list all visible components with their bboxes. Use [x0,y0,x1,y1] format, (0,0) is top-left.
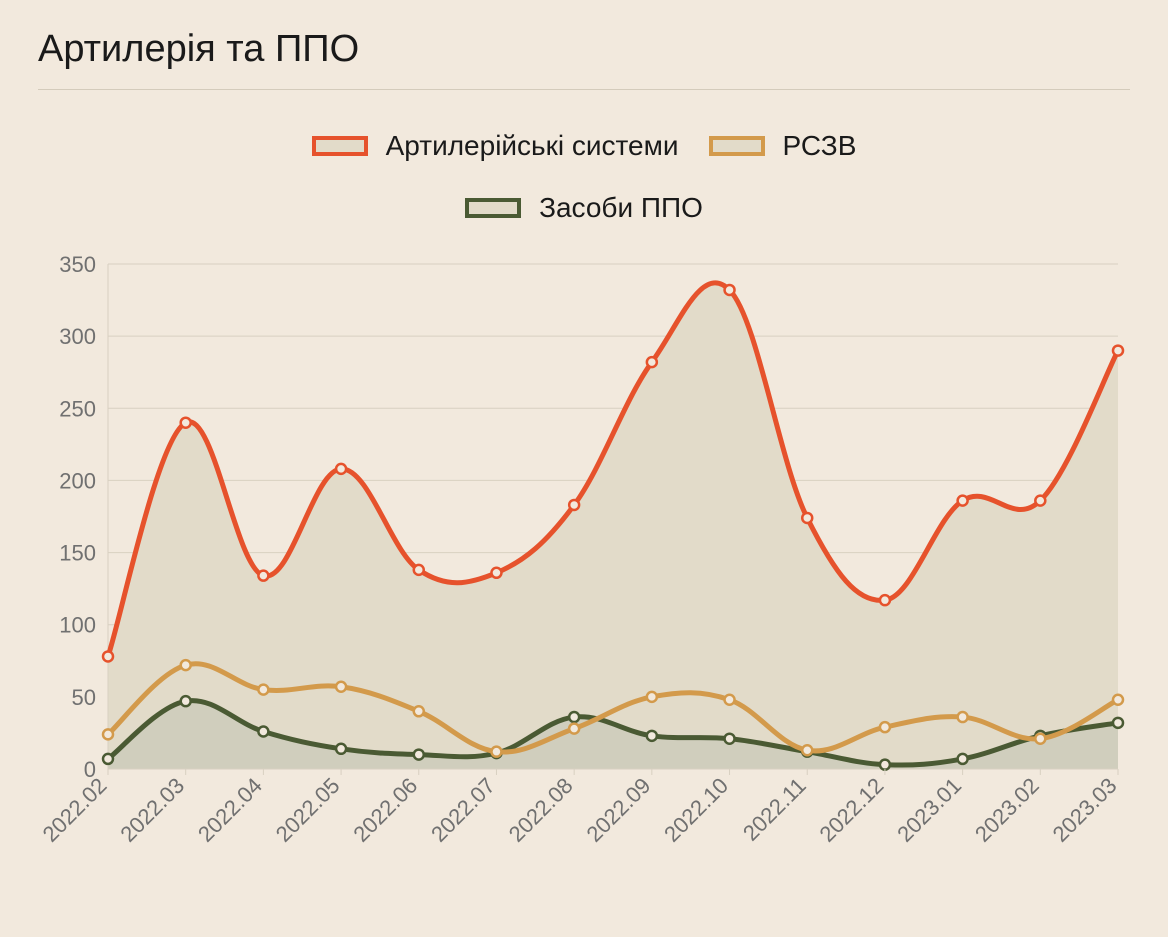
svg-text:300: 300 [59,324,96,349]
legend-item-artillery[interactable]: Артилерійські системи [312,130,679,162]
svg-text:2022.12: 2022.12 [815,773,889,847]
chart-title: Артилерія та ППО [0,0,1168,89]
svg-text:250: 250 [59,396,96,421]
legend-label-artillery: Артилерійські системи [386,130,679,162]
legend-row-2: Засоби ППО [60,192,1108,224]
chart-container: Артилерія та ППО Артилерійські системи Р… [0,0,1168,937]
svg-text:2023.02: 2023.02 [970,773,1044,847]
legend-swatch-airdef [465,198,521,218]
legend-item-mlrs[interactable]: РСЗВ [709,130,857,162]
svg-text:200: 200 [59,468,96,493]
legend-swatch-artillery [312,136,368,156]
svg-text:2022.08: 2022.08 [504,773,578,847]
svg-text:2022.03: 2022.03 [115,773,189,847]
svg-text:150: 150 [59,541,96,566]
legend-label-airdef: Засоби ППО [539,192,703,224]
svg-text:2023.03: 2023.03 [1048,773,1122,847]
svg-text:2022.04: 2022.04 [193,773,267,847]
svg-text:50: 50 [72,685,96,710]
svg-text:2022.11: 2022.11 [738,773,811,846]
legend-item-airdef[interactable]: Засоби ППО [465,192,703,224]
svg-text:2022.10: 2022.10 [659,773,733,847]
svg-text:2022.05: 2022.05 [271,773,345,847]
svg-text:2022.02: 2022.02 [38,773,112,847]
svg-text:100: 100 [59,613,96,638]
svg-text:2022.06: 2022.06 [348,773,422,847]
legend-label-mlrs: РСЗВ [783,130,857,162]
legend-row-1: Артилерійські системи РСЗВ [60,130,1108,162]
chart-plot-area: 0501001502002503003502022.022022.032022.… [38,254,1130,899]
chart-svg: 0501001502002503003502022.022022.032022.… [38,254,1138,899]
svg-text:2022.07: 2022.07 [426,773,500,847]
svg-text:350: 350 [59,254,96,277]
svg-text:2023.01: 2023.01 [892,773,966,847]
legend-swatch-mlrs [709,136,765,156]
chart-legend: Артилерійські системи РСЗВ Засоби ППО [0,90,1168,234]
svg-text:2022.09: 2022.09 [581,773,655,847]
